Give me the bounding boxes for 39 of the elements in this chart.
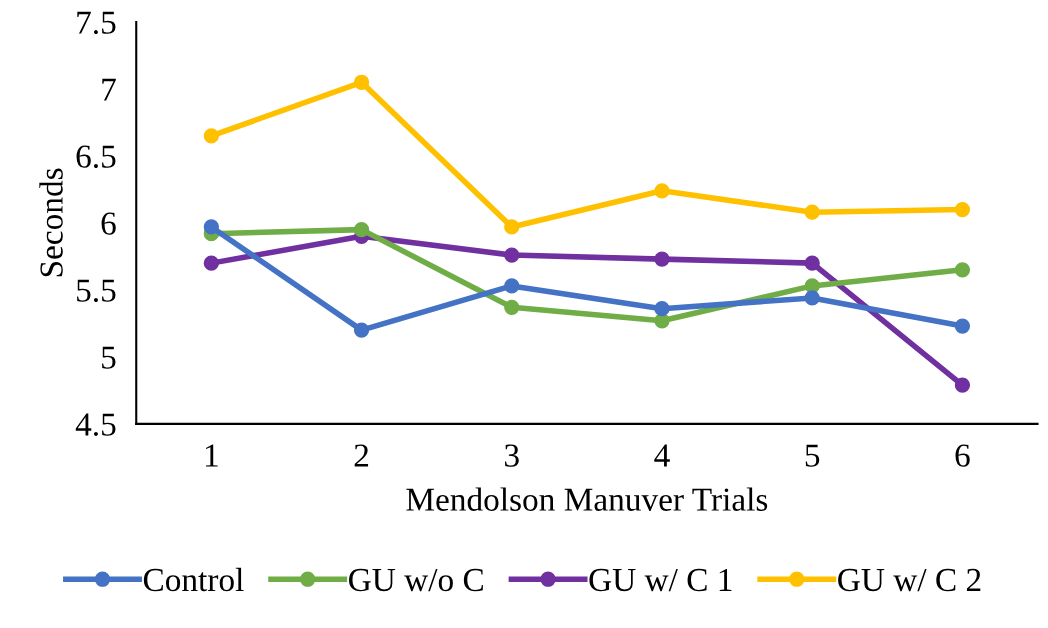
point — [353, 221, 370, 238]
x-tick-label: 6 — [955, 444, 970, 467]
point — [954, 262, 971, 278]
y-tick-label: 6.5 — [76, 145, 116, 168]
x-tick-label: 5 — [805, 444, 820, 467]
y-axis-title: Seconds — [39, 168, 63, 277]
point — [203, 219, 219, 235]
point — [804, 290, 820, 306]
point — [504, 278, 520, 294]
y-tick-label: 7 — [102, 78, 116, 101]
point — [504, 247, 520, 263]
legend-label: Control — [143, 567, 244, 592]
x-tick-label: 2 — [354, 444, 369, 467]
y-tick-label: 7.5 — [77, 11, 116, 35]
point — [654, 251, 670, 267]
point — [353, 322, 370, 338]
x-axis-title: Mendolson Manuver Trials — [406, 487, 768, 511]
x-tick-label: 1 — [205, 444, 218, 467]
y-tick-label: 5 — [102, 346, 116, 369]
point — [954, 201, 971, 218]
point — [353, 74, 370, 90]
point — [954, 377, 971, 393]
x-tick-label: 4 — [654, 444, 670, 467]
point — [654, 301, 670, 317]
x-tick-label: 3 — [505, 444, 519, 467]
y-tick-label: 5.5 — [77, 279, 116, 302]
point — [804, 204, 820, 220]
legend-label: GU w/ C 1 — [589, 568, 732, 592]
point — [954, 318, 971, 334]
y-tick-label: 4.5 — [75, 413, 116, 436]
legend-label: GU w/o C — [349, 568, 483, 592]
point — [504, 299, 520, 315]
point — [504, 219, 520, 235]
point — [203, 255, 219, 271]
point — [203, 128, 219, 144]
legend-label: GU w/ C 2 — [838, 568, 981, 592]
point — [654, 183, 670, 199]
y-tick-label: 6 — [101, 212, 116, 235]
point — [804, 255, 820, 271]
